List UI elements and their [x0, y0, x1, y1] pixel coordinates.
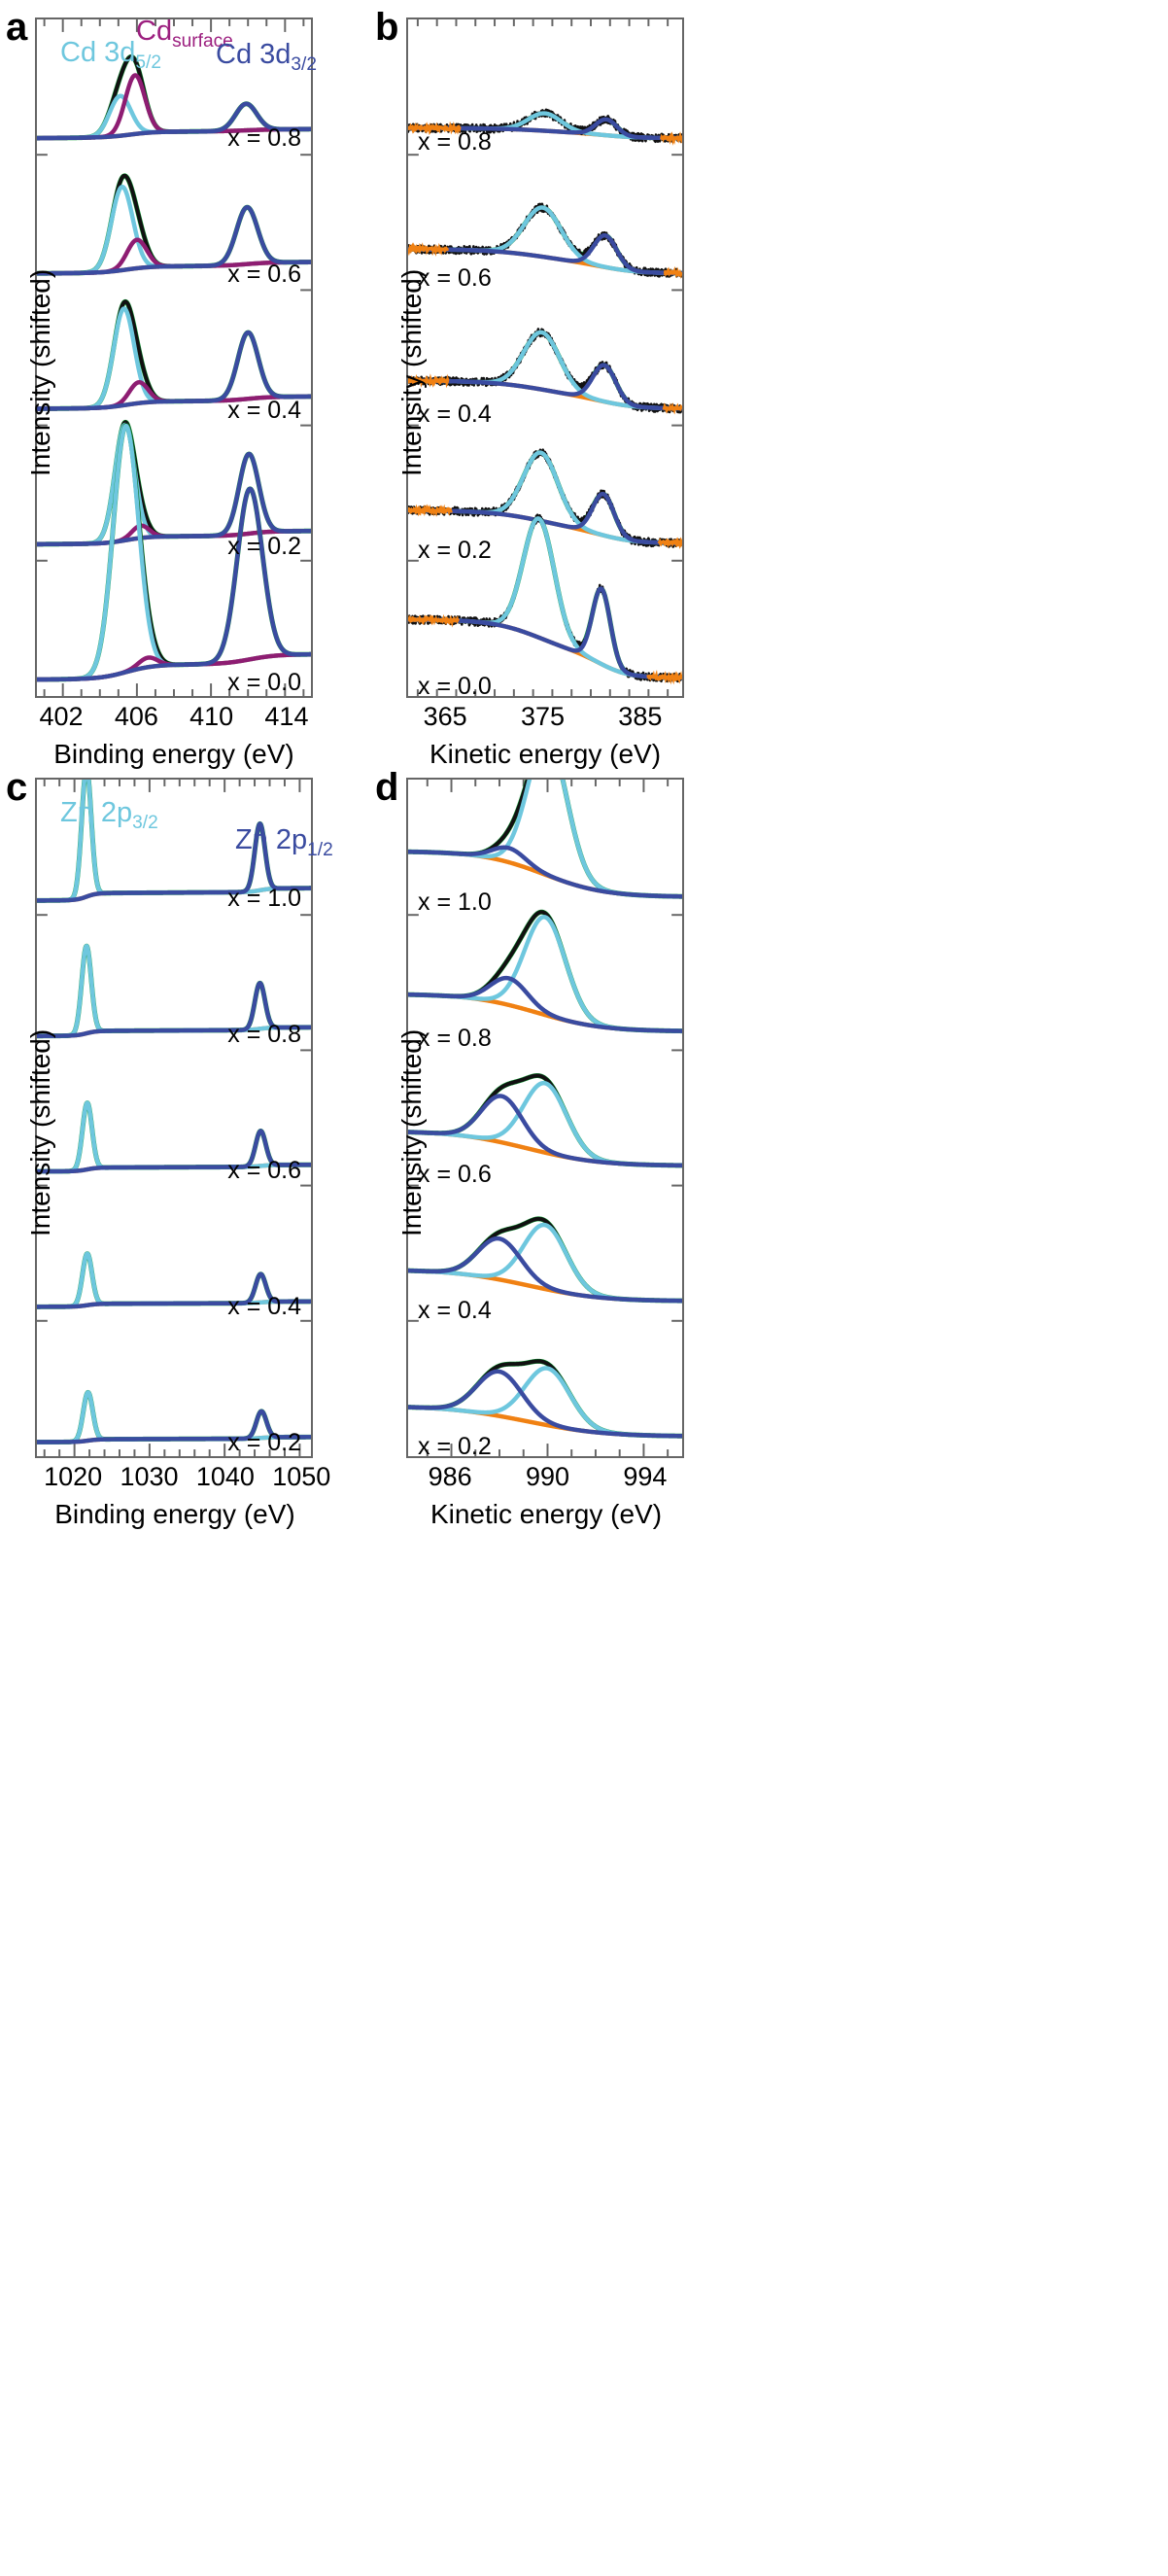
xtick-label: 1040 [195, 1462, 255, 1491]
xtick-label: 994 [623, 1462, 668, 1491]
peak-label-cdsurface: Cdsurface [136, 17, 233, 51]
xtick-label: 414 [264, 702, 309, 731]
series-label: x = 0.6 [227, 1157, 301, 1184]
panel-d-letter: d [375, 766, 399, 809]
series-label: x = 1.0 [227, 885, 301, 912]
series-label: x = 0.4 [227, 397, 301, 424]
series-label: x = 0.4 [418, 1297, 492, 1324]
series-label: x = 0.8 [418, 128, 492, 156]
series-label: x = 0.0 [227, 669, 301, 696]
panel-d-xaxis-title: Kinetic energy (eV) [429, 1499, 663, 1529]
panel-d-plot [406, 778, 684, 1458]
panel-b-yaxis-title: Intensity (shifted) [396, 268, 427, 476]
panel-a-xaxis-title: Binding energy (eV) [53, 739, 294, 769]
series-label: x = 0.6 [418, 264, 492, 292]
panel-b-xaxis-title: Kinetic energy (eV) [429, 739, 662, 769]
panel-a-yaxis-title: Intensity (shifted) [25, 268, 55, 476]
peak-label-text: Cd 3d [216, 39, 292, 70]
xtick-label: 402 [39, 702, 84, 731]
xtick-label: 990 [525, 1462, 570, 1491]
panel-b-plot [406, 17, 684, 698]
xtick-label: 385 [618, 702, 663, 731]
panel-a-xtick-labels: 402 406 410 414 [35, 702, 313, 735]
series-label: x = 0.8 [227, 1021, 301, 1048]
series-label: x = 0.2 [418, 537, 492, 564]
peak-label-subscript: 1/2 [307, 839, 333, 860]
peak-label-zn2p12: Zn 2p1/2 [235, 826, 333, 859]
peak-label-cd3d52: Cd 3d5/2 [60, 39, 161, 72]
peak-label-subscript: surface [172, 30, 233, 52]
peak-label-text: Cd 3d [60, 37, 136, 68]
xtick-label: 986 [428, 1462, 472, 1491]
series-label: x = 0.2 [227, 1429, 301, 1456]
series-label: x = 0.2 [418, 1433, 492, 1460]
peak-label-zn2p32: Zn 2p3/2 [60, 799, 158, 832]
panel-b-xtick-labels: 365 375 385 [406, 702, 684, 735]
series-label: x = 0.6 [418, 1161, 492, 1188]
panel-c-letter: c [6, 766, 28, 809]
series-label: x = 0.6 [227, 261, 301, 288]
xtick-label: 1030 [120, 1462, 179, 1491]
series-label: x = 0.4 [418, 400, 492, 428]
peak-label-cd3d32: Cd 3d3/2 [216, 41, 317, 74]
panel-c-xaxis-title: Binding energy (eV) [54, 1499, 295, 1529]
series-label: x = 0.8 [227, 124, 301, 152]
xtick-label: 365 [423, 702, 467, 731]
panel-c-xtick-labels: 1020 1030 1040 1050 [35, 1462, 330, 1495]
peak-label-subscript: 5/2 [135, 52, 161, 73]
panel-d-yaxis-title: Intensity (shifted) [396, 1028, 427, 1236]
peak-label-subscript: 3/2 [132, 812, 158, 833]
panel-b-letter: b [375, 6, 399, 49]
series-label: x = 0.4 [227, 1293, 301, 1320]
panel-c-plot [35, 778, 313, 1458]
panel-d-xtick-labels: 986 990 994 [406, 1462, 684, 1495]
series-label: x = 0.8 [418, 1025, 492, 1052]
xtick-label: 375 [520, 702, 566, 731]
panel-a-letter: a [6, 6, 28, 49]
xtick-label: 1020 [44, 1462, 103, 1491]
series-label: x = 0.2 [227, 533, 301, 560]
series-label: x = 1.0 [418, 888, 492, 916]
peak-label-text: Zn 2p [235, 824, 308, 855]
peak-label-text: Zn 2p [60, 797, 133, 828]
xtick-label: 406 [114, 702, 158, 731]
series-label: x = 0.0 [418, 673, 492, 700]
panel-a-plot [35, 17, 313, 698]
xtick-label: 1050 [272, 1462, 331, 1491]
peak-label-text: Cd [136, 16, 173, 47]
xtick-label: 410 [189, 702, 234, 731]
peak-label-subscript: 3/2 [291, 53, 317, 75]
panel-c-yaxis-title: Intensity (shifted) [25, 1028, 55, 1236]
